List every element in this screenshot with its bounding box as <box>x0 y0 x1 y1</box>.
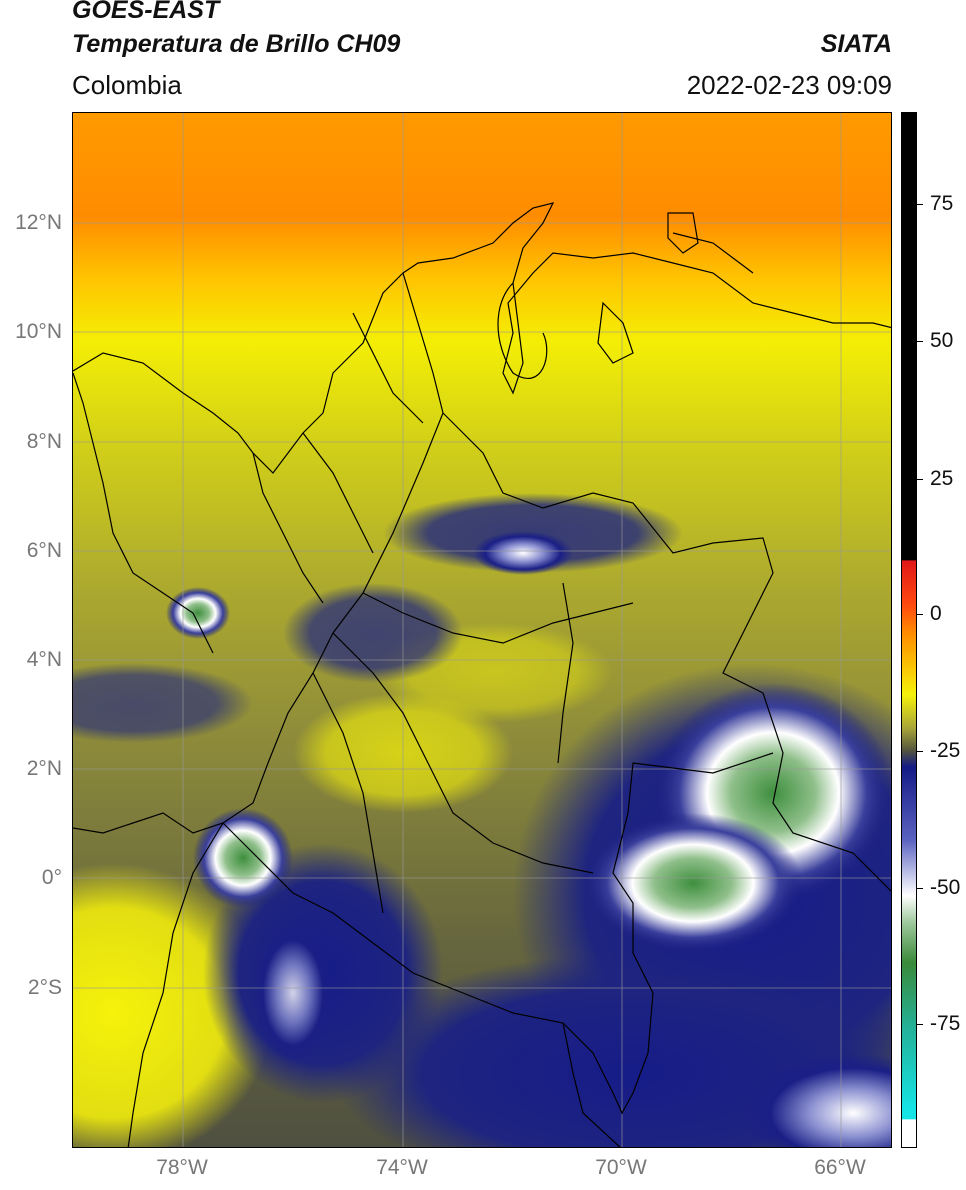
colorbar <box>901 112 917 1148</box>
lat-label-8n: 8°N <box>26 430 62 453</box>
lat-label-10n: 10°N <box>15 320 62 343</box>
cloud-band-pacific <box>73 663 253 743</box>
colorbar-tick <box>917 479 923 480</box>
lon-label-78w: 78°W <box>156 1156 208 1179</box>
cloud-white-ecuador <box>253 923 333 1063</box>
colorbar-label-75: 75 <box>930 192 954 215</box>
lat-label-0: 0° <box>41 866 62 889</box>
colorbar-tick <box>917 204 923 205</box>
lon-label-66w: 66°W <box>814 1156 866 1179</box>
region-label: Colombia <box>72 70 182 100</box>
map-canvas <box>73 113 891 1147</box>
lat-label-2n: 2°N <box>26 757 62 780</box>
colorbar-label-minus25: -25 <box>930 739 961 762</box>
brightness-temperature-map <box>72 112 892 1148</box>
satellite-title: GOES-EAST <box>72 0 220 24</box>
lat-label-2s: 2°S <box>27 976 62 999</box>
colorbar-label-minus50: -50 <box>930 876 961 899</box>
cloud-band-andes <box>283 583 463 683</box>
colorbar-tick <box>917 751 923 752</box>
cloud-white-south <box>743 1053 891 1147</box>
lon-label-74w: 74°W <box>376 1156 428 1179</box>
colorbar-label-minus75: -75 <box>930 1012 961 1035</box>
colorbar-tick <box>917 341 923 342</box>
timestamp-label: 2022-02-23 09:09 <box>686 70 892 100</box>
colorbar-tick <box>917 888 923 889</box>
boundaries <box>73 202 891 1147</box>
cloud-white-north <box>473 531 573 575</box>
convective-core-pacific <box>166 587 230 639</box>
graticule <box>73 113 891 1147</box>
convective-core-southeast <box>583 813 803 953</box>
lat-label-6n: 6°N <box>26 539 62 562</box>
colorbar-tick <box>917 614 923 615</box>
lat-label-12n: 12°N <box>15 211 62 234</box>
lat-label-4n: 4°N <box>26 648 62 671</box>
product-title: Temperatura de Brillo CH09 <box>72 30 401 58</box>
colorbar-label-0: 0 <box>930 602 942 625</box>
convective-core-ecuador <box>193 808 293 908</box>
agency-label: SIATA <box>820 30 892 58</box>
colorbar-tick <box>917 1024 923 1025</box>
lon-label-70w: 70°W <box>595 1156 647 1179</box>
colorbar-label-50: 50 <box>930 329 954 352</box>
colorbar-label-25: 25 <box>930 467 954 490</box>
